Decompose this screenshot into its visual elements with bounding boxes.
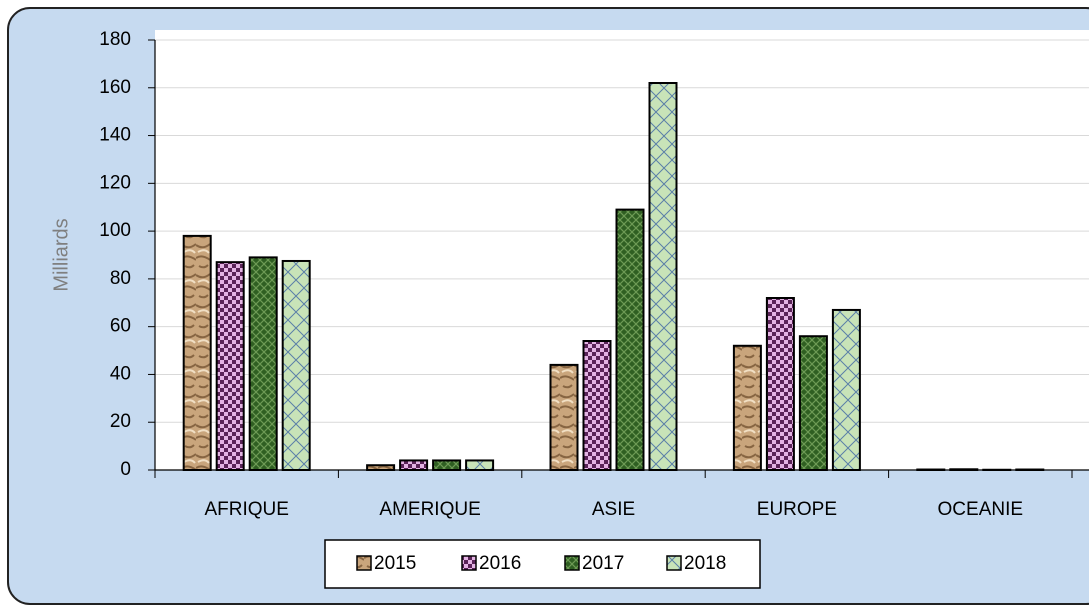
y-tick-label: 160 xyxy=(99,77,131,98)
y-tick-label: 20 xyxy=(110,411,131,432)
y-tick-label: 60 xyxy=(110,316,131,337)
y-tick-label: 0 xyxy=(120,459,131,480)
bar xyxy=(831,308,861,472)
y-tick-label: 120 xyxy=(99,172,131,193)
bar xyxy=(432,459,462,472)
legend-swatch xyxy=(461,555,477,571)
x-tick-label: EUROPE xyxy=(757,499,837,520)
bar xyxy=(465,459,495,472)
bar xyxy=(182,234,212,471)
bar xyxy=(281,259,311,471)
bar xyxy=(648,82,678,471)
legend-label: 2017 xyxy=(582,553,624,574)
legend-swatch xyxy=(564,555,580,571)
legend-label: 2018 xyxy=(684,553,726,574)
legend-label: 2016 xyxy=(479,553,521,574)
legend-swatch xyxy=(356,555,372,571)
bar xyxy=(215,261,245,471)
bar xyxy=(765,297,795,471)
legend-swatch xyxy=(666,555,682,571)
bar xyxy=(582,340,612,471)
bar xyxy=(615,208,645,471)
legend-label: 2015 xyxy=(374,553,416,574)
bar xyxy=(399,459,429,472)
bar xyxy=(366,464,396,472)
y-axis-title: Milliards xyxy=(50,218,72,291)
bar xyxy=(798,335,828,471)
y-tick-label: 140 xyxy=(99,125,131,146)
x-tick-label: OCEANIE xyxy=(938,499,1024,520)
y-tick-label: 180 xyxy=(99,29,131,50)
y-tick-label: 80 xyxy=(110,268,131,289)
bar xyxy=(248,256,278,471)
x-tick-label: AMERIQUE xyxy=(379,499,480,520)
x-tick-label: AFRIQUE xyxy=(204,499,288,520)
y-tick-label: 100 xyxy=(99,220,131,241)
y-tick-label: 40 xyxy=(110,363,131,384)
bar xyxy=(549,363,579,471)
bar xyxy=(732,344,762,471)
x-tick-label: ASIE xyxy=(592,499,635,520)
bar xyxy=(949,468,979,471)
legend xyxy=(324,539,761,589)
